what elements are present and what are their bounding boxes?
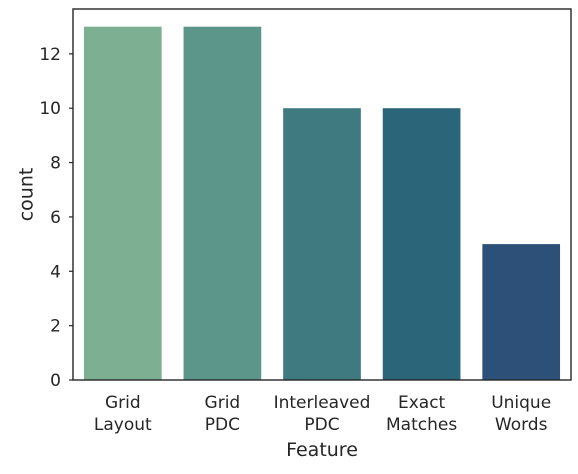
y-tick-label-4: 8 [50, 154, 61, 174]
x-tick-label-line: Grid [105, 393, 141, 413]
bar-1 [183, 26, 262, 381]
x-axis-label: Feature [286, 439, 358, 461]
x-tick-label-line: Grid [205, 393, 241, 413]
x-tick-label-0: Grid Layout [94, 393, 152, 435]
y-tick-label-3: 6 [50, 208, 61, 228]
x-tick-label-3: Exact Matches [386, 393, 457, 435]
x-tick-label-4: Unique Words [491, 393, 551, 435]
x-tick-label-line: Matches [386, 415, 457, 435]
y-axis-label: count [16, 168, 38, 222]
bar-0 [83, 26, 162, 381]
bar-2 [283, 108, 361, 380]
x-tick-label-line: Unique [491, 393, 551, 413]
plot-frame [72, 8, 572, 381]
x-tick-label-line: PDC [205, 415, 240, 435]
y-tick-label-6: 12 [39, 45, 61, 65]
y-tick-label-0: 0 [50, 371, 61, 391]
x-tick-label-2: Interleaved PDC [274, 393, 371, 435]
x-tick-label-line: Layout [94, 415, 152, 435]
y-tick-label-5: 10 [39, 99, 61, 119]
y-tick-label-2: 4 [50, 262, 61, 282]
bar-3 [382, 108, 461, 380]
x-tick-label-line: Words [495, 415, 548, 435]
x-tick-label-line: PDC [304, 415, 339, 435]
bars-layer [83, 26, 561, 381]
x-tick-label-1: Grid PDC [205, 393, 241, 435]
x-tick-label-line: Exact [398, 393, 446, 413]
y-tick-label-1: 2 [50, 317, 61, 337]
y-axis-ticks: 0 2 4 6 8 10 12 [39, 45, 73, 391]
bar-4 [482, 244, 561, 380]
x-tick-label-line: Interleaved [274, 393, 371, 413]
